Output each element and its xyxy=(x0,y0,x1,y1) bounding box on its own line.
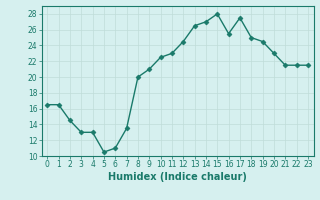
X-axis label: Humidex (Indice chaleur): Humidex (Indice chaleur) xyxy=(108,172,247,182)
